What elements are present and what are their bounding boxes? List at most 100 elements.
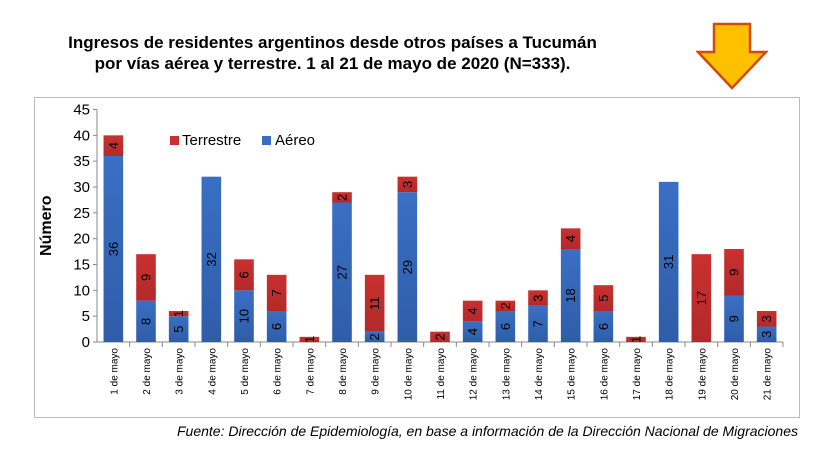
y-tick-label: 45 — [73, 102, 90, 119]
data-label-terrestre: 2 — [498, 302, 513, 309]
bar-terrestre — [266, 274, 287, 311]
x-tick-label: 9 de mayo — [371, 348, 382, 395]
data-label-terrestre: 3 — [759, 315, 774, 322]
bar-terrestre — [626, 336, 646, 342]
bar-terrestre — [756, 311, 777, 327]
x-tick-label: 20 de mayo — [730, 348, 741, 401]
source-note: Fuente: Dirección de Epidemiología, en b… — [176, 423, 798, 439]
x-tick-label: 18 de mayo — [665, 348, 676, 401]
bar-terrestre — [528, 290, 548, 306]
bar-terrestre — [103, 135, 124, 156]
x-tick-label: 5 de mayo — [240, 348, 251, 395]
bar-aereo — [495, 311, 516, 342]
y-tick-label: 20 — [73, 231, 90, 248]
bar-aereo — [201, 176, 222, 342]
x-tick-label: 17 de mayo — [632, 348, 643, 401]
data-label-terrestre: 17 — [694, 291, 709, 305]
bar-terrestre — [332, 192, 352, 203]
x-tick-label: 6 de mayo — [273, 348, 284, 395]
bar-aereo — [168, 316, 189, 342]
bar-terrestre — [299, 336, 320, 342]
data-label-aereo: 27 — [335, 265, 350, 279]
y-tick-label: 25 — [73, 205, 90, 222]
data-label-terrestre: 4 — [563, 235, 578, 242]
x-tick-label: 1 de mayo — [109, 348, 120, 395]
legend-label-terrestre: Terrestre — [182, 132, 241, 149]
x-tick-label: 16 de mayo — [599, 348, 610, 401]
legend-swatch-aereo — [262, 136, 271, 145]
y-tick-label: 5 — [82, 308, 90, 325]
bar-terrestre — [234, 259, 254, 291]
bar-terrestre — [724, 249, 744, 296]
bar-aereo — [103, 156, 124, 342]
y-tick-label: 0 — [82, 334, 90, 351]
bar-terrestre — [560, 228, 581, 249]
data-label-aereo: 10 — [237, 309, 252, 323]
data-label-terrestre: 1 — [629, 336, 644, 343]
bar-terrestre — [364, 274, 385, 332]
y-axis-title: Número — [38, 195, 55, 256]
x-tick-label: 13 de mayo — [501, 348, 512, 401]
data-label-terrestre: 3 — [531, 294, 546, 301]
data-label-terrestre: 4 — [465, 307, 480, 314]
bar-terrestre — [168, 311, 189, 317]
bar-terrestre — [462, 300, 483, 322]
x-tick-label: 10 de mayo — [403, 348, 414, 401]
x-tick-label: 3 de mayo — [175, 348, 186, 395]
data-label-aereo: 31 — [661, 255, 676, 269]
bar-aereo — [266, 311, 287, 342]
data-label-aereo: 3 — [759, 331, 774, 338]
bar-aereo — [332, 202, 352, 342]
data-label-terrestre: 9 — [139, 274, 154, 281]
bar-aereo — [397, 192, 418, 342]
x-tick-label: 12 de mayo — [469, 348, 480, 401]
x-tick-label: 15 de mayo — [567, 348, 578, 401]
data-label-terrestre: 5 — [596, 294, 611, 301]
bar-aereo — [136, 300, 156, 342]
data-label-terrestre: 3 — [400, 181, 415, 188]
y-tick-label: 35 — [73, 153, 90, 170]
bar-terrestre — [593, 285, 614, 311]
y-tick-label: 30 — [73, 179, 90, 196]
bar-aereo — [234, 290, 254, 342]
data-label-aereo: 7 — [531, 320, 546, 327]
data-label-aereo: 29 — [400, 260, 415, 274]
data-label-aereo: 6 — [596, 323, 611, 330]
bar-aereo — [462, 321, 483, 342]
bar-terrestre — [397, 176, 418, 193]
data-label-terrestre: 1 — [171, 310, 186, 317]
bar-terrestre — [430, 331, 450, 342]
x-tick-label: 2 de mayo — [142, 348, 153, 395]
legend-swatch-terrestre — [170, 136, 179, 145]
data-label-aereo: 32 — [204, 252, 219, 266]
bar-aereo — [560, 249, 581, 342]
bar-aereo — [658, 181, 679, 342]
bar-aereo — [756, 326, 777, 342]
data-label-terrestre: 9 — [727, 269, 742, 276]
y-tick-label: 40 — [73, 127, 90, 144]
bar-terrestre — [136, 254, 156, 301]
bar-terrestre — [691, 254, 712, 342]
data-label-terrestre: 4 — [106, 142, 121, 149]
bar-aereo — [593, 311, 614, 342]
y-tick-label: 10 — [73, 282, 90, 299]
legend-label-aereo: Aéreo — [275, 132, 315, 149]
chart-title-line-1: Ingresos de residentes argentinos desde … — [68, 33, 597, 52]
x-tick-label: 19 de mayo — [697, 348, 708, 401]
data-label-terrestre: 6 — [237, 271, 252, 278]
x-tick-label: 4 de mayo — [207, 348, 218, 395]
data-label-terrestre: 2 — [335, 194, 350, 201]
data-label-aereo: 6 — [269, 323, 284, 330]
x-tick-label: 14 de mayo — [534, 348, 545, 401]
x-tick-label: 8 de mayo — [338, 348, 349, 395]
y-tick-label: 15 — [73, 257, 90, 274]
data-label-aereo: 36 — [106, 242, 121, 256]
down-arrow-icon — [696, 22, 768, 90]
data-label-terrestre: 1 — [302, 336, 317, 343]
bar-aereo — [724, 295, 744, 342]
chart-title-line-2: por vías aérea y terrestre. 1 al 21 de m… — [94, 54, 571, 73]
data-label-terrestre: 11 — [367, 297, 382, 311]
data-label-aereo: 6 — [498, 323, 513, 330]
chart-title: Ingresos de residentes argentinos desde … — [10, 32, 655, 74]
